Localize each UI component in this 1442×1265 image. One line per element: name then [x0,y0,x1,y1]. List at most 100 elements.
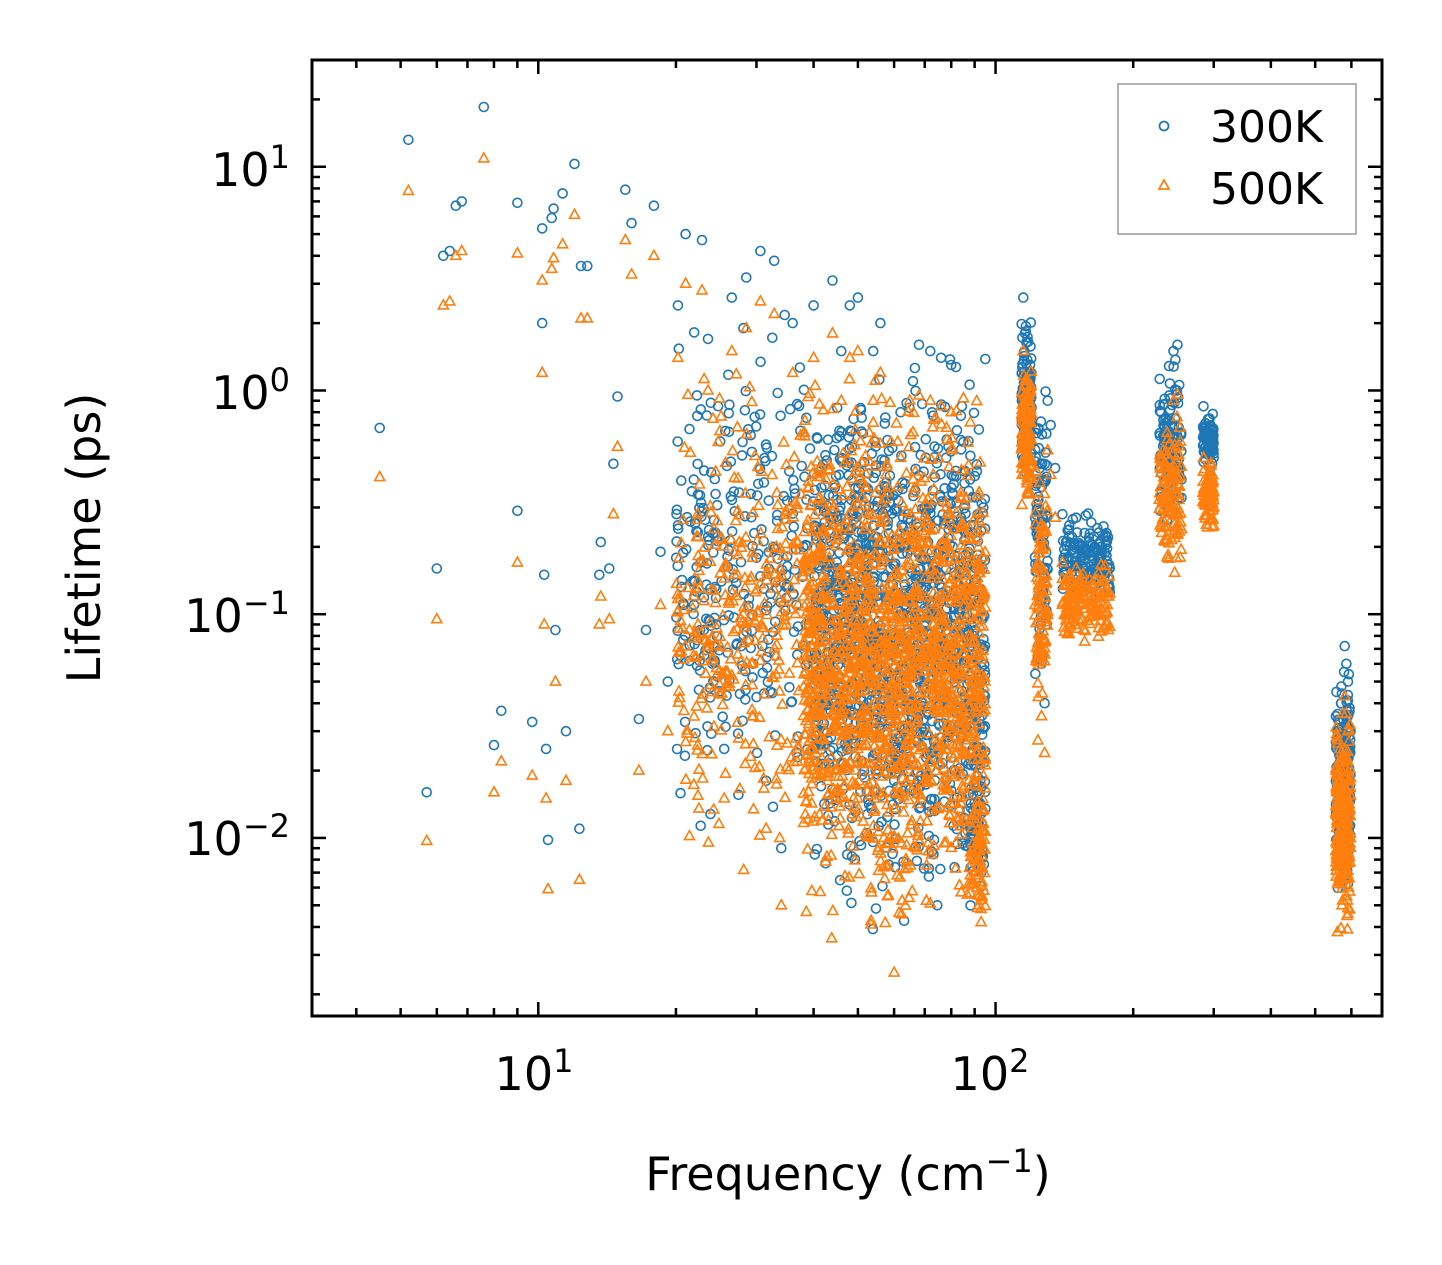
data-point-500k [846,489,860,501]
data-point-500k [881,536,895,549]
data-point-300k [971,459,983,470]
data-point-500k [843,621,857,633]
data-point-500k [944,528,958,541]
data-point-300k [841,885,853,897]
data-point-500k [815,693,828,705]
data-point-300k [595,536,607,548]
data-point-500k [955,827,969,839]
data-point-500k [845,646,859,658]
data-point-500k [897,571,911,584]
data-point-500k [829,677,843,690]
data-point-500k [869,485,883,498]
data-point-500k [911,705,925,718]
data-point-500k [925,847,938,859]
data-point-500k [853,556,866,569]
data-point-500k [830,699,844,711]
data-point-500k [940,769,954,782]
data-point-500k [834,754,848,766]
data-point-300k [1080,510,1092,521]
data-point-300k [830,470,842,482]
data-point-500k [960,721,973,733]
data-point-300k [612,391,623,402]
data-point-500k [875,769,889,781]
data-point-300k [897,483,908,495]
data-point-500k [942,459,956,472]
data-point-500k [840,479,854,492]
data-point-300k [574,823,585,835]
data-point-300k [680,543,692,555]
data-point-500k [824,848,838,860]
data-point-500k [976,643,990,655]
data-point-300k [766,450,778,462]
data-point-300k [979,353,991,365]
data-point-300k [1173,379,1185,391]
data-point-500k [816,523,830,535]
data-point-500k [815,713,829,726]
data-point-500k [872,785,886,797]
data-point-500k [890,416,903,428]
data-point-500k [823,462,837,474]
data-point-300k [550,624,561,636]
data-point-500k [871,764,885,777]
data-point-500k [940,420,953,433]
data-point-500k [823,588,837,600]
data-point-500k [883,602,897,615]
data-point-300k [1074,540,1085,551]
data-point-500k [908,647,921,660]
data-point-500k [770,637,784,650]
data-point-300k [755,356,766,368]
data-point-500k [787,450,801,462]
data-point-500k [853,550,866,563]
data-point-500k [809,611,823,624]
data-point-500k [680,726,694,738]
data-point-500k [910,562,924,574]
data-point-500k [813,397,826,409]
data-point-500k [856,599,870,611]
data-point-300k [1163,360,1175,372]
data-point-300k [684,423,695,435]
data-point-500k [947,789,960,802]
data-point-500k [821,597,834,610]
data-point-500k [828,628,842,641]
data-point-500k [973,560,987,572]
data-point-500k [838,519,851,532]
data-point-500k [838,605,851,618]
data-point-500k [681,387,695,400]
data-point-500k [905,813,919,826]
data-point-500k [878,871,892,884]
data-point-500k [921,543,935,555]
data-point-500k [736,662,750,675]
data-point-500k [924,523,938,535]
data-point-300k [512,197,523,209]
data-point-300k [934,863,946,875]
data-point-500k [872,840,886,853]
data-point-500k [952,681,966,694]
data-point-500k [901,758,915,770]
data-point-300k [1081,562,1092,573]
data-point-500k [910,611,924,624]
data-point-300k [1030,668,1041,680]
data-point-500k [857,629,871,642]
data-point-500k [866,508,880,520]
data-point-300k [846,441,858,453]
data-point-300k [1154,373,1165,385]
data-point-500k [978,750,992,762]
data-point-500k [957,646,971,658]
data-point-300k [870,903,882,914]
data-point-500k [836,706,849,719]
data-point-500k [878,491,892,504]
data-point-300k [1042,555,1053,567]
data-point-500k [891,786,905,799]
data-point-500k [901,860,914,873]
data-point-500k [888,760,902,773]
data-point-500k [822,813,835,825]
data-point-500k [823,687,837,699]
data-point-500k [909,726,923,738]
data-point-500k [889,628,903,640]
data-point-500k [904,615,918,627]
data-point-500k [870,601,884,614]
data-point-300k [431,563,443,574]
data-point-500k [906,751,920,764]
data-point-300k [1059,544,1070,555]
data-point-300k [1089,541,1101,553]
